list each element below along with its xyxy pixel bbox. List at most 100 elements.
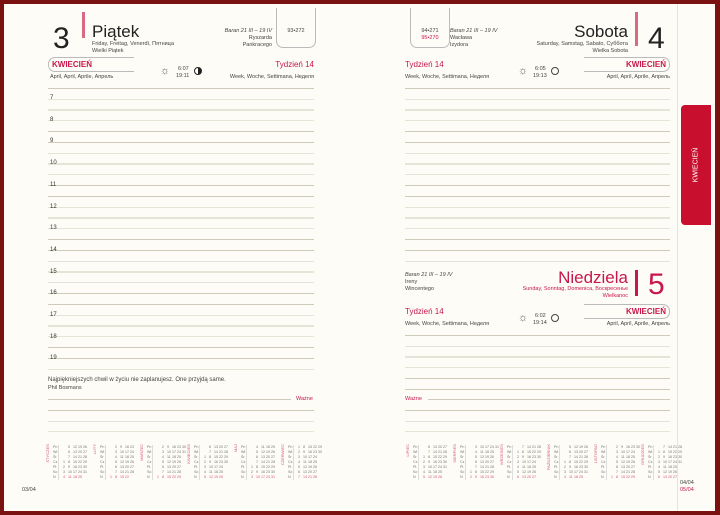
calendar-day: 4	[115, 455, 117, 459]
calendar-day: 14	[621, 470, 625, 474]
calendar-day: 31	[443, 465, 447, 469]
calendar-day: 24	[673, 460, 677, 464]
calendar-day: 25	[438, 470, 442, 474]
calendar-day: 21	[438, 450, 442, 454]
weekday-column: Pn Wt Śr Cz Pt So N	[413, 445, 420, 480]
weekday: N	[601, 475, 604, 479]
calendar-day: 4	[658, 465, 660, 469]
hour-label: 19	[50, 355, 57, 362]
calendar-day: 23	[673, 455, 677, 459]
calendar-day: 24	[177, 450, 181, 454]
calendar-day: 21	[673, 445, 677, 449]
calendar-day: 18	[73, 475, 77, 479]
calendar-day: 15	[480, 470, 484, 474]
calendar-day: 27	[177, 465, 181, 469]
calendar-day: 8	[522, 450, 524, 454]
mini-calendar: MAJ Pn Wt Śr Cz Pt So N 1 2 3 4 5 6 7 8 9 10 11 12 13 14 15 16 1…	[233, 440, 277, 480]
calendar-day: 17	[261, 475, 265, 479]
calendar-day: 17	[626, 450, 630, 454]
calendar-day: 21	[532, 445, 536, 449]
mini-calendar: STYCZEŃ Pn Wt Śr Cz Pt So N 1 2 3 4 5 6 7 8 9 10 11 12 13 14 1…	[45, 440, 89, 480]
calendar-day: 18	[626, 455, 630, 459]
calendar-day: 24	[219, 465, 223, 469]
weekday: Wt	[648, 450, 653, 454]
sun-icon: ☼	[518, 65, 529, 77]
weekday: Wt	[194, 450, 199, 454]
weekday: Śr	[53, 455, 57, 459]
calendar-day: 4	[204, 470, 206, 474]
saturday-lines[interactable]	[405, 78, 670, 262]
calendar-day: 16	[527, 455, 531, 459]
important-lines[interactable]	[48, 400, 314, 432]
calendar-day: 3	[251, 475, 253, 479]
calendar-day: 29	[224, 455, 228, 459]
calendar-day: 13	[480, 460, 484, 464]
hour-lines[interactable]	[48, 78, 314, 370]
calendar-day: 25	[313, 460, 317, 464]
calendar-day: 13	[303, 470, 307, 474]
weekday: Pt	[147, 465, 151, 469]
weekday: Śr	[507, 455, 511, 459]
calendar-day: 25	[219, 470, 223, 474]
calendar-day: 10	[303, 455, 307, 459]
calendar-day: 14	[261, 460, 265, 464]
calendar-day: 31	[83, 470, 87, 474]
calendar-day: 9	[663, 455, 665, 459]
mini-calendar: MARZEC Pn Wt Śr Cz Pt So N 1 2 3 4 5 6 7 8 9 10 11 12 13 14 15…	[139, 440, 186, 480]
calendar-day: 17	[433, 465, 437, 469]
calendar-day: 24	[130, 450, 134, 454]
calendar-day: 1	[63, 460, 65, 464]
calendar-day: 12	[261, 450, 265, 454]
calendar-day: 10	[209, 465, 213, 469]
weekday: Cz	[507, 460, 512, 464]
calendar-day: 6	[569, 450, 571, 454]
week-translations: Week, Woche, Settimana, Неделя	[229, 74, 314, 80]
weekday: Pn	[288, 445, 293, 449]
calendar-day: 30	[584, 465, 588, 469]
calendar-day: 17	[485, 445, 489, 449]
calendar-day: 9	[167, 445, 169, 449]
calendar-day: 26	[631, 460, 635, 464]
calendar-day: 17	[308, 455, 312, 459]
calendar-day: 5	[298, 465, 300, 469]
calendar-day: 11	[120, 455, 124, 459]
calendar-day: 17	[172, 450, 176, 454]
calendar-day: 25	[490, 450, 494, 454]
mini-calendar-month: LUTY	[92, 444, 97, 455]
mini-calendar-month: MARZEC	[139, 444, 144, 461]
moon-phase-icon	[194, 67, 202, 75]
day-name: Niedziela	[558, 268, 628, 287]
calendar-day: 2	[63, 465, 65, 469]
sunday-lines[interactable]	[405, 325, 670, 390]
calendar-day: 15	[433, 455, 437, 459]
calendar-day: 10	[569, 470, 573, 474]
weekday: So	[460, 470, 465, 474]
month-tab-kwiecien[interactable]: KWIECIEŃ	[681, 105, 711, 225]
weekday-column: Pn Wt Śr Cz Pt So N	[100, 445, 107, 480]
calendar-day: 23	[485, 475, 489, 479]
calendar-day: 11	[167, 455, 171, 459]
calendar-day: 6	[517, 475, 519, 479]
calendar-day: 11	[663, 465, 667, 469]
important-lines[interactable]	[405, 400, 670, 432]
weekday-column: Pn Wt Śr Cz Pt So N	[601, 445, 608, 480]
calendar-day: 16	[308, 450, 312, 454]
mini-calendar: KWIECIEŃ Pn Wt Śr Cz Pt So N 1 2 3 4 5 6 7 8 9 10 11 12 13 14…	[186, 440, 230, 480]
calendar-day: 1	[157, 475, 159, 479]
weekday: Pn	[648, 445, 653, 449]
calendar-day: 6	[658, 475, 660, 479]
weekday: Pn	[460, 445, 465, 449]
calendar-day: 5	[569, 445, 571, 449]
calendar-day: 9	[522, 455, 524, 459]
calendar-day: 24	[78, 470, 82, 474]
calendar-day: 26	[584, 445, 588, 449]
moon-phase-icon	[551, 67, 559, 75]
weekday: Pt	[554, 465, 558, 469]
calendar-day: 15	[73, 460, 77, 464]
calendar-day: 4	[162, 455, 164, 459]
calendar-day: 27	[271, 455, 275, 459]
mini-calendar: LIPIEC Pn Wt Śr Cz Pt So N 1 2 3 4 5 6 7 8 9 10 11 12 13 14 15…	[405, 440, 449, 480]
weekday-column: Pn Wt Śr Cz Pt So N	[53, 445, 60, 480]
important-label: Ważne	[296, 396, 313, 402]
weekday-column: Pn Wt Śr Cz Pt So N	[648, 445, 655, 480]
